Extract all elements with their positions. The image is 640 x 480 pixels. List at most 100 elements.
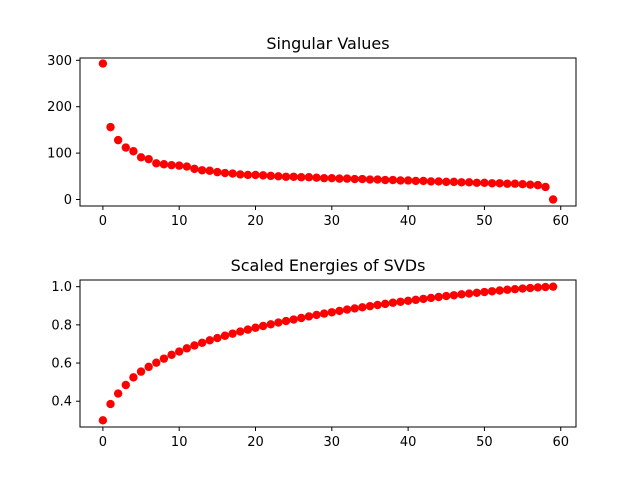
x-tick-label: 30	[324, 435, 341, 450]
data-point	[144, 362, 153, 372]
data-point	[365, 301, 375, 311]
data-point	[243, 170, 253, 180]
chart-title: Singular Values	[266, 34, 389, 53]
scaled-energies-points	[98, 282, 558, 425]
x-axis-ticks: 0 10 20 30 40 50 60	[99, 427, 569, 450]
data-point	[373, 300, 382, 310]
data-point	[175, 347, 184, 356]
data-point	[236, 327, 245, 336]
data-point	[526, 283, 535, 293]
x-tick-label: 50	[476, 435, 493, 450]
x-tick-label: 30	[324, 214, 341, 229]
x-tick-label: 20	[247, 214, 264, 229]
data-point	[205, 166, 214, 175]
data-point	[98, 59, 108, 68]
x-tick-label: 10	[171, 435, 188, 450]
data-point	[136, 367, 146, 376]
x-tick-label: 50	[476, 214, 493, 229]
data-point	[113, 389, 123, 398]
plot-area-frame	[79, 279, 577, 428]
data-point	[373, 175, 382, 184]
data-point	[213, 333, 222, 343]
x-tick-label: 60	[552, 214, 569, 229]
data-point	[396, 176, 405, 185]
data-point	[388, 298, 398, 307]
y-tick-label: 300	[47, 54, 72, 69]
data-point	[144, 154, 153, 164]
data-point	[266, 171, 275, 181]
data-point	[129, 373, 138, 382]
data-point	[251, 170, 260, 180]
data-point	[190, 164, 199, 174]
data-point	[487, 287, 497, 296]
x-tick-label: 40	[400, 435, 417, 450]
data-point	[213, 167, 222, 177]
data-point	[121, 143, 130, 152]
data-point	[541, 282, 550, 292]
data-point	[159, 354, 169, 363]
data-point	[457, 178, 466, 187]
data-point	[426, 177, 436, 186]
data-point	[464, 289, 474, 298]
data-point	[312, 173, 321, 182]
data-point	[365, 175, 375, 184]
data-point	[289, 315, 298, 324]
data-point	[98, 416, 108, 425]
data-point	[388, 175, 398, 185]
data-point	[480, 287, 489, 297]
data-point	[533, 283, 543, 292]
data-point	[358, 174, 367, 184]
x-axis-ticks: 0 10 20 30 40 50 60	[99, 206, 569, 229]
scaled-energies-panel: Scaled Energies of SVDs 0 10 20 30 40 50 60 0.…	[51, 256, 577, 450]
data-point	[236, 170, 245, 179]
data-point	[266, 320, 275, 329]
x-tick-label: 0	[99, 435, 107, 450]
data-point	[220, 331, 230, 340]
data-point	[129, 147, 138, 156]
data-point	[274, 318, 283, 327]
data-point	[327, 173, 337, 183]
x-tick-label: 60	[552, 435, 569, 450]
data-point	[472, 178, 481, 188]
data-point	[342, 305, 352, 314]
data-point	[495, 179, 504, 188]
data-point	[350, 304, 359, 313]
y-tick-label: 100	[47, 147, 72, 162]
data-point	[159, 160, 169, 169]
data-point	[312, 310, 321, 320]
data-point	[442, 291, 451, 301]
data-point	[434, 177, 443, 186]
data-point	[297, 313, 306, 323]
data-point	[319, 309, 329, 318]
data-point	[182, 344, 192, 353]
data-point	[503, 179, 512, 188]
data-point	[175, 161, 184, 170]
data-point	[464, 178, 474, 187]
data-point	[510, 284, 520, 294]
data-point	[396, 297, 405, 306]
data-point	[304, 312, 314, 321]
data-point	[518, 284, 527, 293]
data-point	[251, 323, 260, 332]
data-point	[381, 175, 390, 185]
data-point	[487, 179, 497, 188]
data-point	[411, 295, 420, 305]
singular-values-points	[98, 59, 558, 204]
data-point	[152, 358, 161, 367]
data-point	[434, 292, 443, 302]
data-point	[258, 171, 268, 180]
data-point	[113, 135, 123, 145]
data-point	[258, 321, 268, 331]
data-point	[335, 306, 344, 316]
data-point	[327, 308, 337, 317]
data-point	[106, 399, 115, 409]
data-point	[419, 176, 428, 186]
x-tick-label: 10	[171, 214, 188, 229]
y-tick-label: 0.4	[51, 395, 72, 410]
data-point	[281, 172, 291, 181]
data-point	[167, 350, 176, 360]
data-point	[403, 296, 413, 306]
data-point	[533, 180, 543, 190]
data-point	[152, 159, 161, 168]
